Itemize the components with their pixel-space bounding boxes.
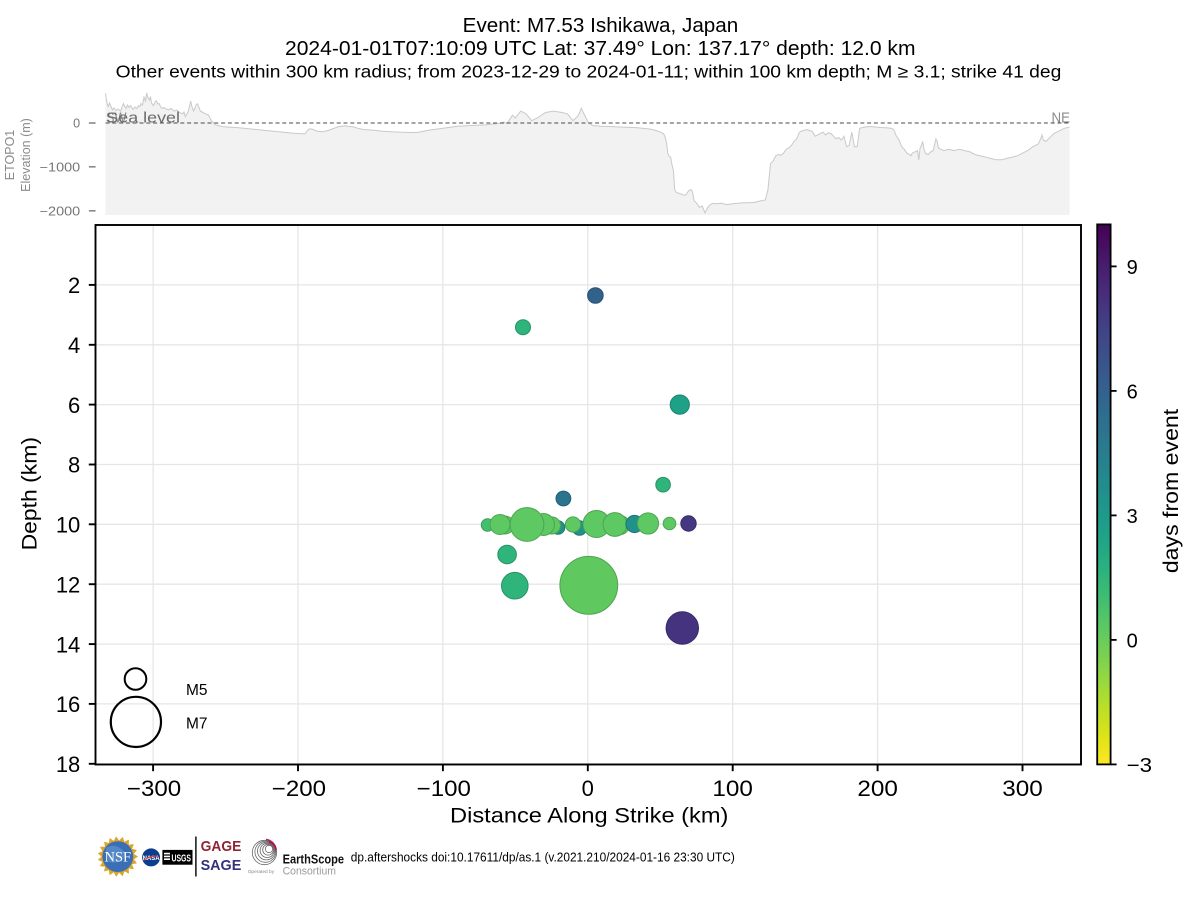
svg-text:10: 10 [56, 513, 80, 538]
svg-text:12: 12 [56, 572, 80, 597]
svg-text:Sea level: Sea level [106, 111, 180, 127]
svg-text:Elevation (m): Elevation (m) [19, 118, 33, 192]
svg-text:−100: −100 [417, 776, 471, 801]
svg-text:300: 300 [1002, 776, 1043, 801]
svg-text:100: 100 [712, 776, 753, 801]
svg-text:ETOPO1: ETOPO1 [3, 130, 17, 181]
svg-text:2024-01-01T07:10:09 UTC Lat: 3: 2024-01-01T07:10:09 UTC Lat: 37.49° Lon:… [285, 38, 916, 60]
svg-text:NASA: NASA [143, 856, 161, 862]
svg-text:4: 4 [68, 333, 80, 358]
svg-text:0: 0 [582, 776, 594, 801]
svg-text:M5: M5 [186, 682, 208, 699]
svg-text:Event: M7.53 Ishikawa, Japan: Event: M7.53 Ishikawa, Japan [463, 15, 739, 37]
svg-text:GAGE: GAGE [201, 838, 242, 855]
svg-text:6: 6 [68, 393, 80, 418]
svg-text:EarthScope: EarthScope [283, 852, 344, 866]
svg-text:16: 16 [56, 692, 80, 717]
svg-text:−2000: −2000 [40, 204, 81, 218]
svg-text:3: 3 [1127, 506, 1138, 528]
svg-text:9: 9 [1127, 257, 1138, 279]
svg-text:−1000: −1000 [40, 160, 81, 174]
svg-text:USGS: USGS [172, 852, 192, 864]
svg-text:Distance Along Strike (km): Distance Along Strike (km) [450, 804, 728, 828]
svg-text:NE: NE [1052, 111, 1071, 127]
svg-text:NSF: NSF [104, 850, 131, 866]
svg-text:Other events within 300 km rad: Other events within 300 km radius; from … [116, 61, 1062, 81]
svg-text:0: 0 [73, 117, 80, 131]
svg-text:6: 6 [1127, 382, 1138, 404]
svg-text:SAGE: SAGE [201, 857, 242, 874]
svg-text:18: 18 [56, 752, 80, 777]
svg-text:−200: −200 [272, 776, 326, 801]
svg-text:SW: SW [106, 111, 127, 127]
svg-text:14: 14 [56, 632, 80, 657]
svg-text:200: 200 [857, 776, 898, 801]
svg-text:M7: M7 [186, 715, 208, 732]
svg-text:8: 8 [68, 453, 80, 478]
svg-text:−3: −3 [1127, 755, 1153, 777]
svg-text:Depth (km): Depth (km) [18, 437, 42, 550]
svg-text:2: 2 [68, 273, 80, 298]
svg-text:dp.aftershocks doi:10.17611/dp: dp.aftershocks doi:10.17611/dp/as.1 (v.2… [351, 850, 735, 864]
svg-text:Consortium: Consortium [283, 865, 336, 877]
svg-text:days from event: days from event [1159, 409, 1183, 573]
svg-text:0: 0 [1127, 631, 1138, 653]
svg-text:−300: −300 [127, 776, 181, 801]
svg-text:Operated by: Operated by [248, 869, 275, 875]
